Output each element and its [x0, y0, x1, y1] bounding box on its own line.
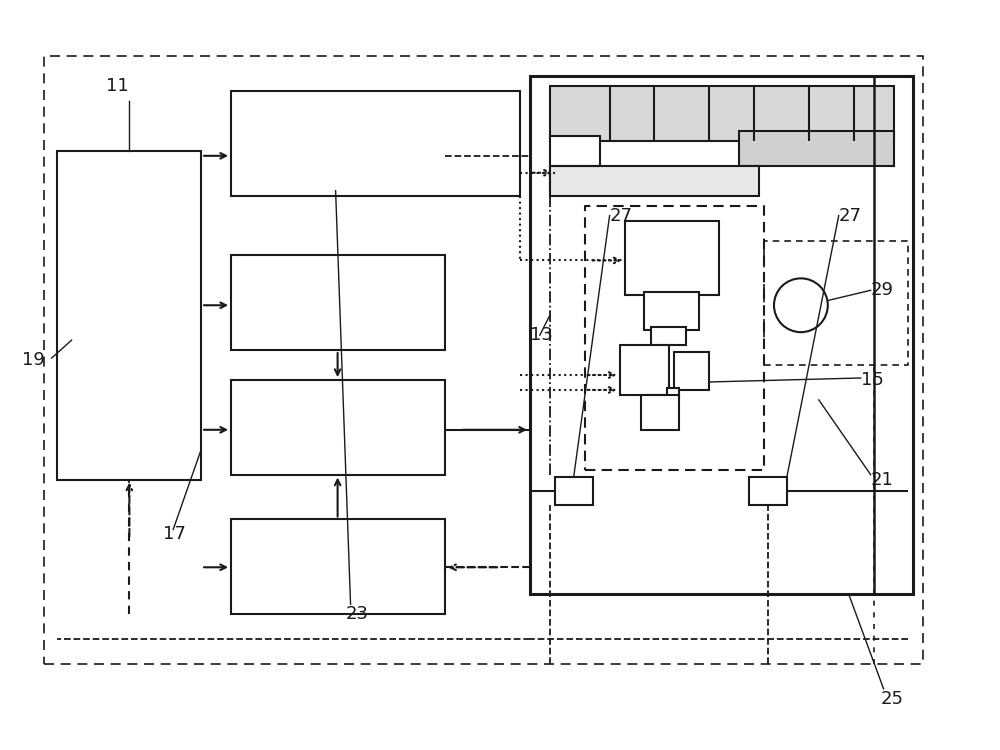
Bar — [231, 380, 445, 475]
Bar — [530, 76, 913, 594]
Bar — [674, 352, 709, 390]
Bar — [550, 166, 759, 196]
Bar — [749, 476, 787, 505]
Bar — [231, 256, 445, 350]
Bar — [57, 151, 201, 479]
Circle shape — [774, 278, 828, 332]
Bar — [231, 520, 445, 614]
Bar — [625, 220, 719, 296]
Bar — [550, 86, 894, 141]
Text: 15: 15 — [861, 371, 884, 389]
Bar — [739, 131, 894, 166]
Text: 27: 27 — [610, 206, 633, 224]
Text: 29: 29 — [871, 281, 894, 299]
Bar — [620, 345, 669, 395]
Text: 21: 21 — [871, 470, 893, 488]
Text: 23: 23 — [346, 605, 369, 623]
Text: 17: 17 — [163, 526, 186, 544]
Bar — [555, 476, 593, 505]
Bar — [644, 292, 699, 330]
Bar — [231, 91, 520, 196]
Text: 25: 25 — [881, 690, 904, 708]
Text: 27: 27 — [839, 206, 862, 224]
Text: 13: 13 — [530, 326, 553, 344]
Bar — [641, 395, 679, 430]
Bar — [550, 136, 600, 190]
Text: 11: 11 — [106, 77, 129, 95]
Bar — [651, 327, 686, 345]
Text: 19: 19 — [22, 351, 45, 369]
Bar — [667, 388, 679, 398]
